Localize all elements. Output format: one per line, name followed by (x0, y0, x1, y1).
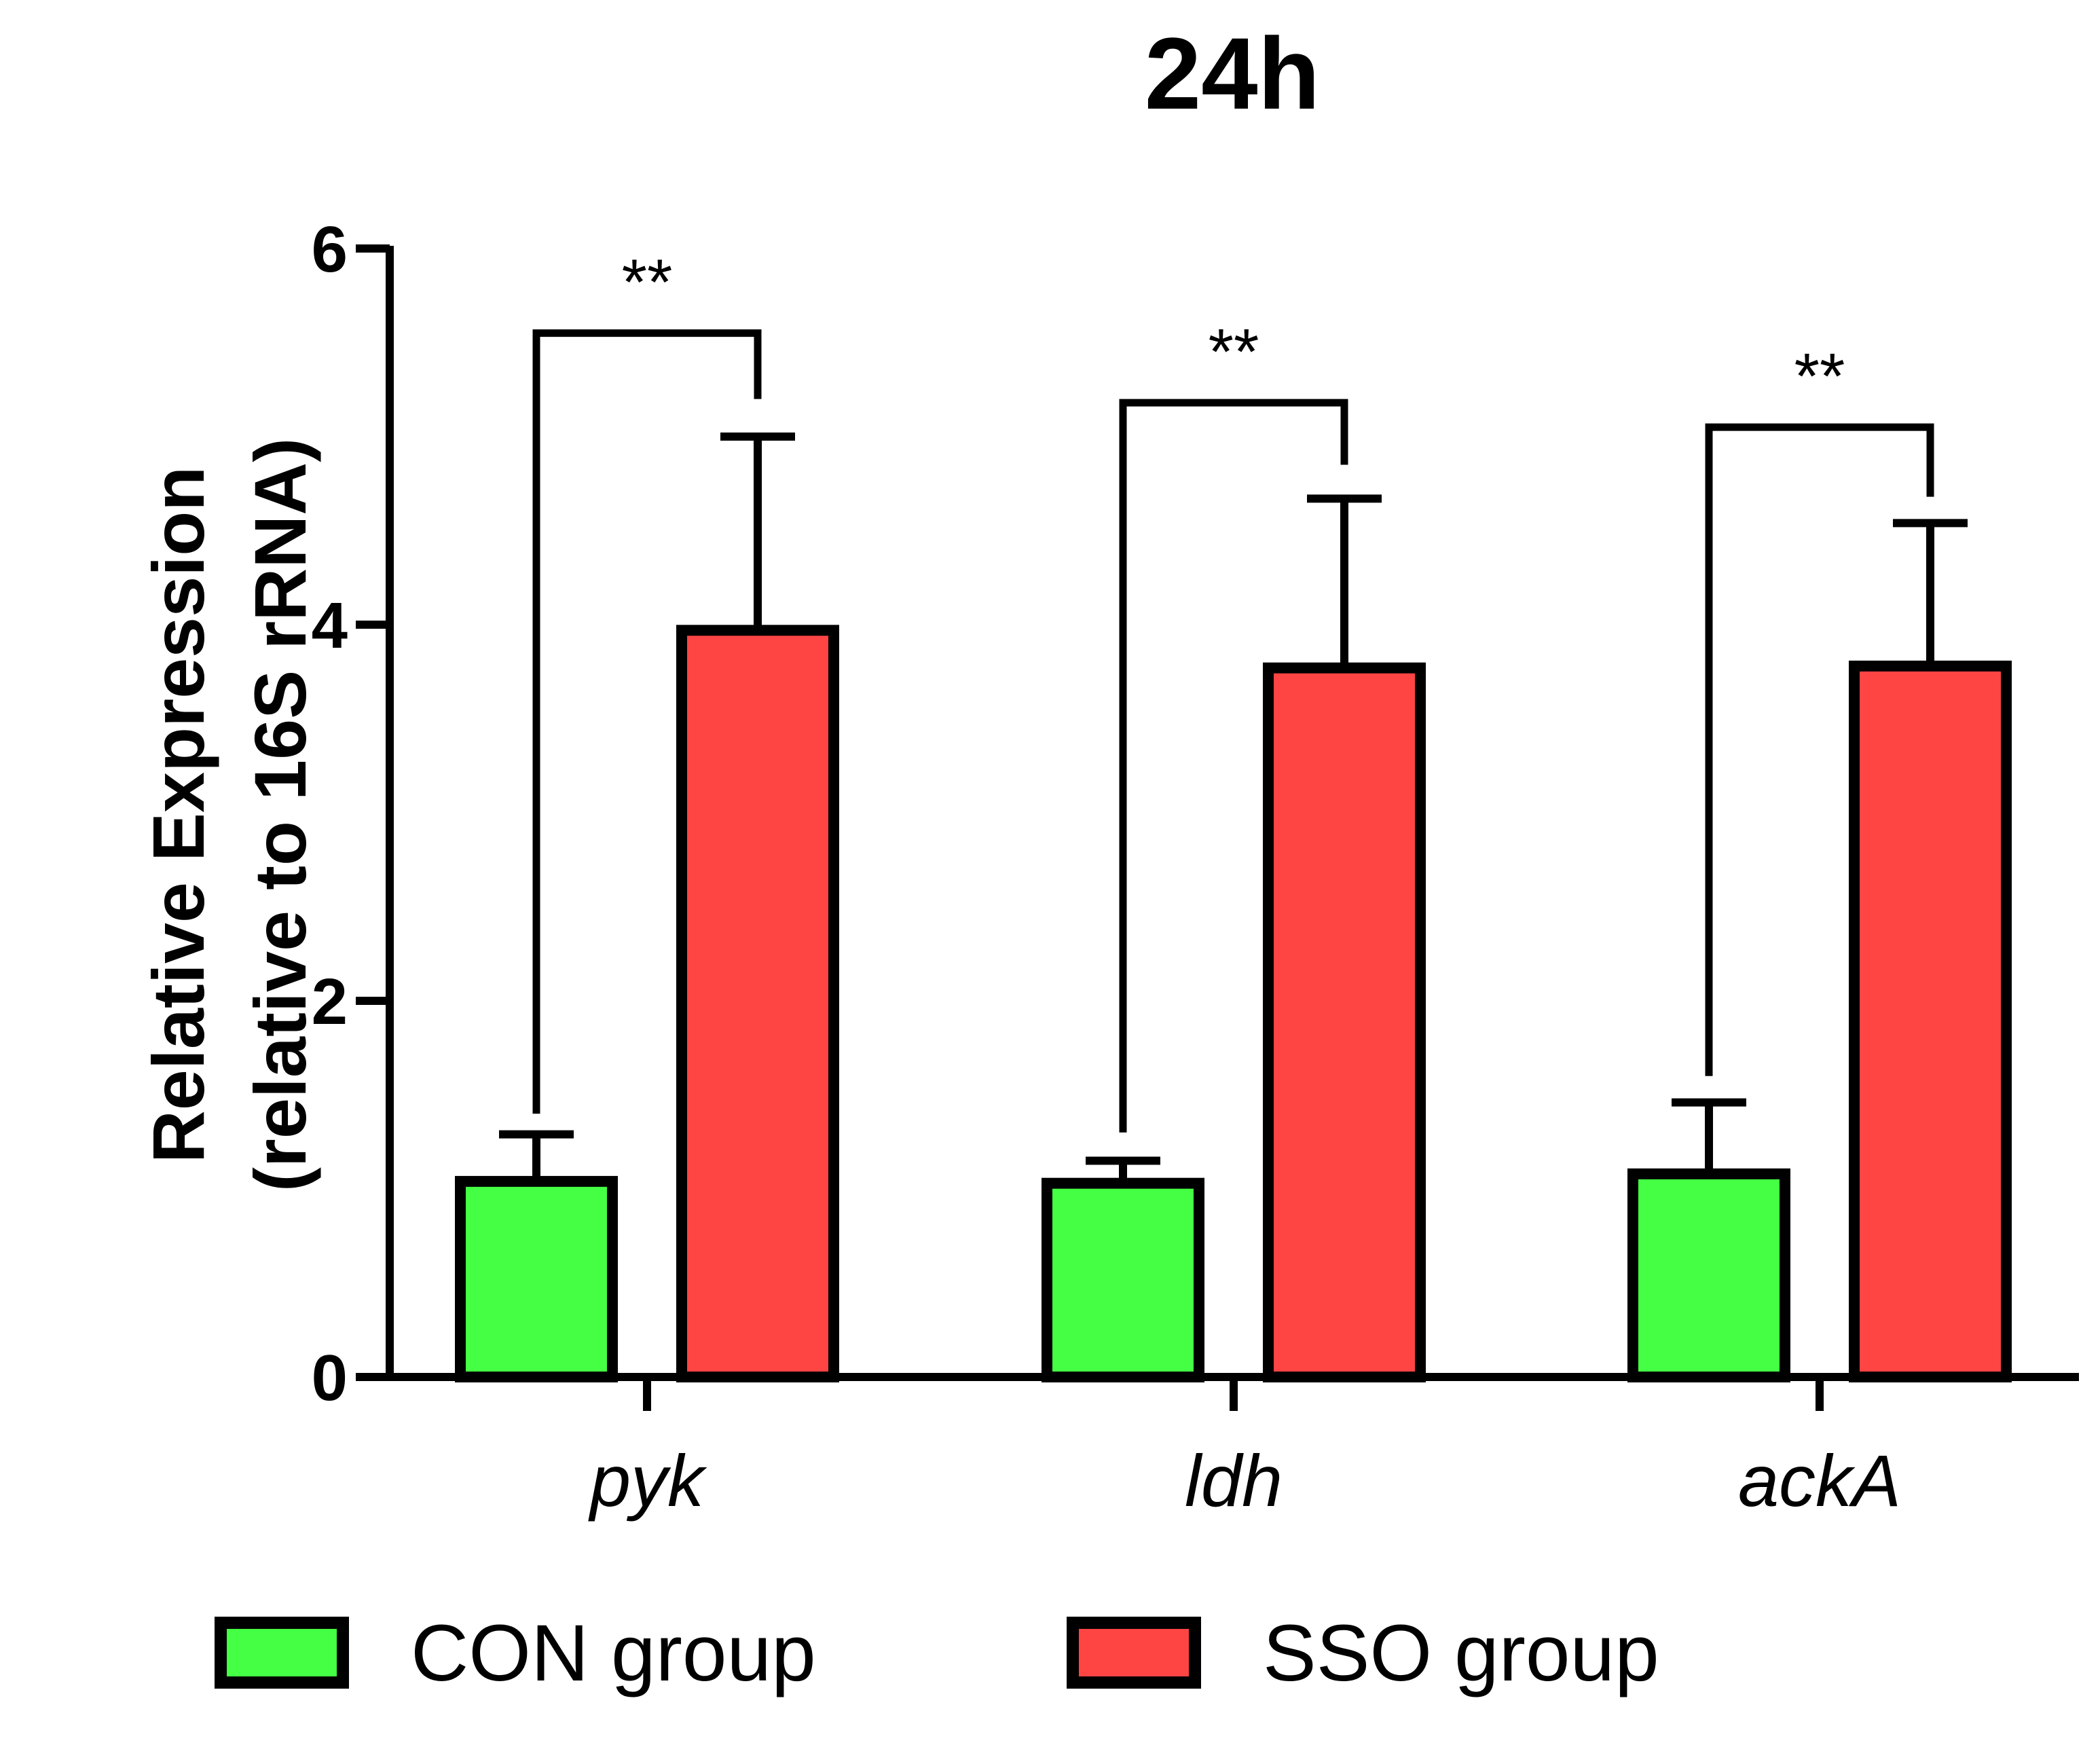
significance-label-ldh: ** (1209, 316, 1259, 388)
legend-label-con-group: CON group (411, 1609, 816, 1698)
bar-sso-group-ldh (1263, 662, 1426, 1383)
x-tick-label-pyk: pyk (588, 1439, 707, 1522)
plot-area: 0 2 4 6 pyk ** ldh ** ackA ** (312, 213, 2079, 1522)
significance-label-ackA: ** (1794, 340, 1845, 413)
bar-sso-group-pyk (676, 625, 839, 1382)
y-tick-label-0: 0 (312, 1342, 348, 1414)
y-tick-label-4: 4 (312, 589, 348, 662)
significance-bracket-pyk (532, 329, 762, 1114)
y-tick-label-6: 6 (312, 213, 348, 286)
y-tick-label-2: 2 (312, 966, 348, 1038)
significance-label-pyk: ** (622, 246, 673, 319)
bar-con-group-pyk (455, 1175, 618, 1383)
legend: CON group SSO group (215, 1609, 1659, 1698)
y-axis-label-line2: (relative to 16S rRNA) (239, 438, 321, 1192)
legend-swatch-con-group (215, 1617, 349, 1689)
significance-bracket-ldh (1119, 399, 1348, 1133)
bar-con-group-ackA (1627, 1168, 1790, 1382)
bar-con-group-ldh (1042, 1177, 1204, 1382)
chart-title: 24h (1145, 16, 1320, 130)
x-tick-label-ldh: ldh (1185, 1439, 1283, 1522)
y-axis-label-line1: Relative Expression (137, 466, 219, 1163)
legend-label-sso-group: SSO group (1263, 1609, 1659, 1698)
legend-swatch-sso-group (1067, 1617, 1201, 1689)
x-tick-label-ackA: ackA (1738, 1439, 1901, 1522)
bar-sso-group-ackA (1849, 660, 2012, 1383)
significance-bracket-ackA (1705, 423, 1934, 1076)
